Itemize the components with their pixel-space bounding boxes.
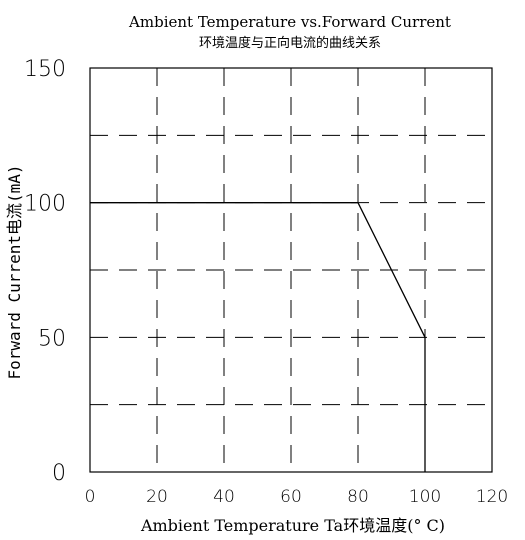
x-tick-label: 0 xyxy=(85,487,96,507)
x-tick-label: 20 xyxy=(146,487,168,507)
y-tick-labels: 0 50 100 150 xyxy=(24,57,66,486)
series-layer xyxy=(90,202,426,472)
y-axis-label: Forward Current电流(mA) xyxy=(5,164,24,379)
plot-frame xyxy=(89,67,493,473)
x-tick-label: 100 xyxy=(409,487,441,507)
y-tick-label: 100 xyxy=(24,192,66,217)
x-tick-labels: 0 20 40 60 80 100 120 xyxy=(85,487,509,507)
x-tick-label: 120 xyxy=(476,487,508,507)
chart-subtitle: 环境温度与正向电流的曲线关系 xyxy=(199,35,381,51)
x-tick-label: 40 xyxy=(213,487,235,507)
x-axis-label: Ambient Temperature Ta环境温度(° C) xyxy=(140,516,445,535)
y-tick-label: 0 xyxy=(52,461,66,486)
x-tick-label: 80 xyxy=(347,487,369,507)
derating-curve-line xyxy=(90,202,426,472)
x-tick-label: 60 xyxy=(280,487,302,507)
y-tick-label: 50 xyxy=(38,326,66,351)
grid xyxy=(90,68,492,472)
y-tick-label: 150 xyxy=(24,57,66,82)
chart-title: Ambient Temperature vs.Forward Current xyxy=(128,13,451,31)
